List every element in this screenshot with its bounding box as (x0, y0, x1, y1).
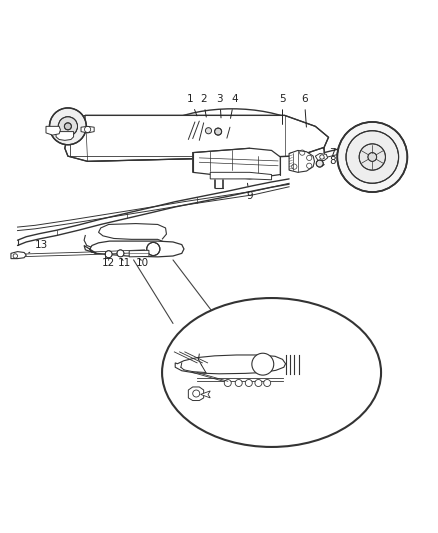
Circle shape (235, 379, 242, 386)
Text: 6: 6 (301, 94, 308, 127)
Text: 11: 11 (118, 258, 131, 268)
Text: 2: 2 (200, 94, 207, 117)
Polygon shape (129, 251, 149, 257)
Circle shape (224, 379, 231, 386)
Polygon shape (289, 150, 314, 172)
Polygon shape (84, 241, 184, 257)
Polygon shape (56, 132, 74, 140)
Text: 8: 8 (322, 156, 336, 166)
Text: 10: 10 (136, 258, 149, 268)
Text: 9: 9 (246, 183, 253, 201)
Circle shape (255, 379, 262, 386)
Text: 3: 3 (216, 94, 223, 118)
Circle shape (205, 128, 212, 134)
Polygon shape (188, 387, 204, 400)
Circle shape (359, 144, 385, 170)
Text: 12: 12 (102, 258, 115, 268)
Text: 7: 7 (324, 148, 336, 158)
Circle shape (337, 122, 407, 192)
Ellipse shape (162, 298, 381, 447)
Polygon shape (201, 391, 210, 398)
Circle shape (245, 379, 252, 386)
Text: 4: 4 (230, 94, 238, 118)
Circle shape (252, 353, 274, 375)
Circle shape (215, 128, 222, 135)
Circle shape (193, 390, 200, 397)
Circle shape (346, 131, 399, 183)
Polygon shape (193, 148, 280, 179)
Circle shape (368, 152, 377, 161)
Polygon shape (84, 223, 166, 253)
Text: 13: 13 (29, 240, 48, 253)
Polygon shape (315, 154, 328, 160)
Polygon shape (210, 172, 272, 180)
Circle shape (117, 250, 124, 257)
Circle shape (105, 251, 112, 258)
Circle shape (64, 123, 71, 130)
Circle shape (147, 243, 160, 255)
Polygon shape (11, 252, 26, 259)
Text: 1: 1 (187, 94, 197, 116)
Circle shape (316, 160, 323, 167)
Polygon shape (65, 115, 328, 161)
Circle shape (264, 379, 271, 386)
Circle shape (49, 108, 86, 145)
Polygon shape (81, 126, 94, 133)
Circle shape (58, 117, 78, 136)
Polygon shape (175, 355, 286, 374)
Polygon shape (46, 126, 60, 135)
Text: 5: 5 (279, 94, 286, 124)
